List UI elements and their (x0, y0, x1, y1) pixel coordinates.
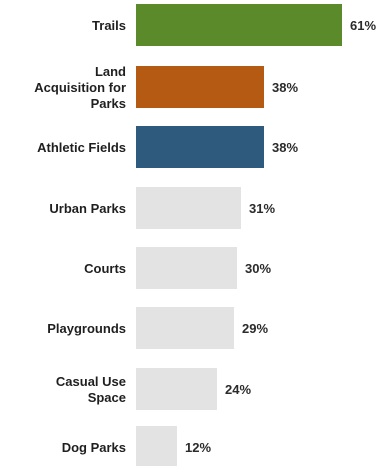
value-label: 31% (249, 201, 275, 216)
category-label: Playgrounds (47, 321, 126, 336)
bar-dog-parks (136, 426, 177, 466)
bars-group (136, 4, 342, 466)
bar-playgrounds (136, 307, 234, 349)
bar-courts (136, 247, 237, 289)
bar-trails (136, 4, 342, 46)
bar-athletic-fields (136, 126, 264, 168)
bar-casual-use-space (136, 368, 217, 410)
category-label: Land Acquisition for Parks (34, 64, 126, 111)
category-label: Trails (92, 18, 126, 33)
value-label: 12% (185, 440, 211, 455)
category-label: Dog Parks (62, 440, 126, 455)
category-label: Casual Use Space (56, 374, 126, 405)
bar-land-acquisition-for-parks (136, 66, 264, 108)
category-label: Urban Parks (49, 201, 126, 216)
category-label: Courts (84, 261, 126, 276)
value-label: 30% (245, 261, 271, 276)
value-label: 38% (272, 140, 298, 155)
bar-urban-parks (136, 187, 241, 229)
value-label: 29% (242, 321, 268, 336)
labels-group: 61% Trails 38% Land Acquisition for Parks 38% A… (34, 18, 376, 455)
value-label: 24% (225, 382, 251, 397)
category-label: Athletic Fields (37, 140, 126, 155)
value-label: 61% (350, 18, 376, 33)
value-label: 38% (272, 80, 298, 95)
